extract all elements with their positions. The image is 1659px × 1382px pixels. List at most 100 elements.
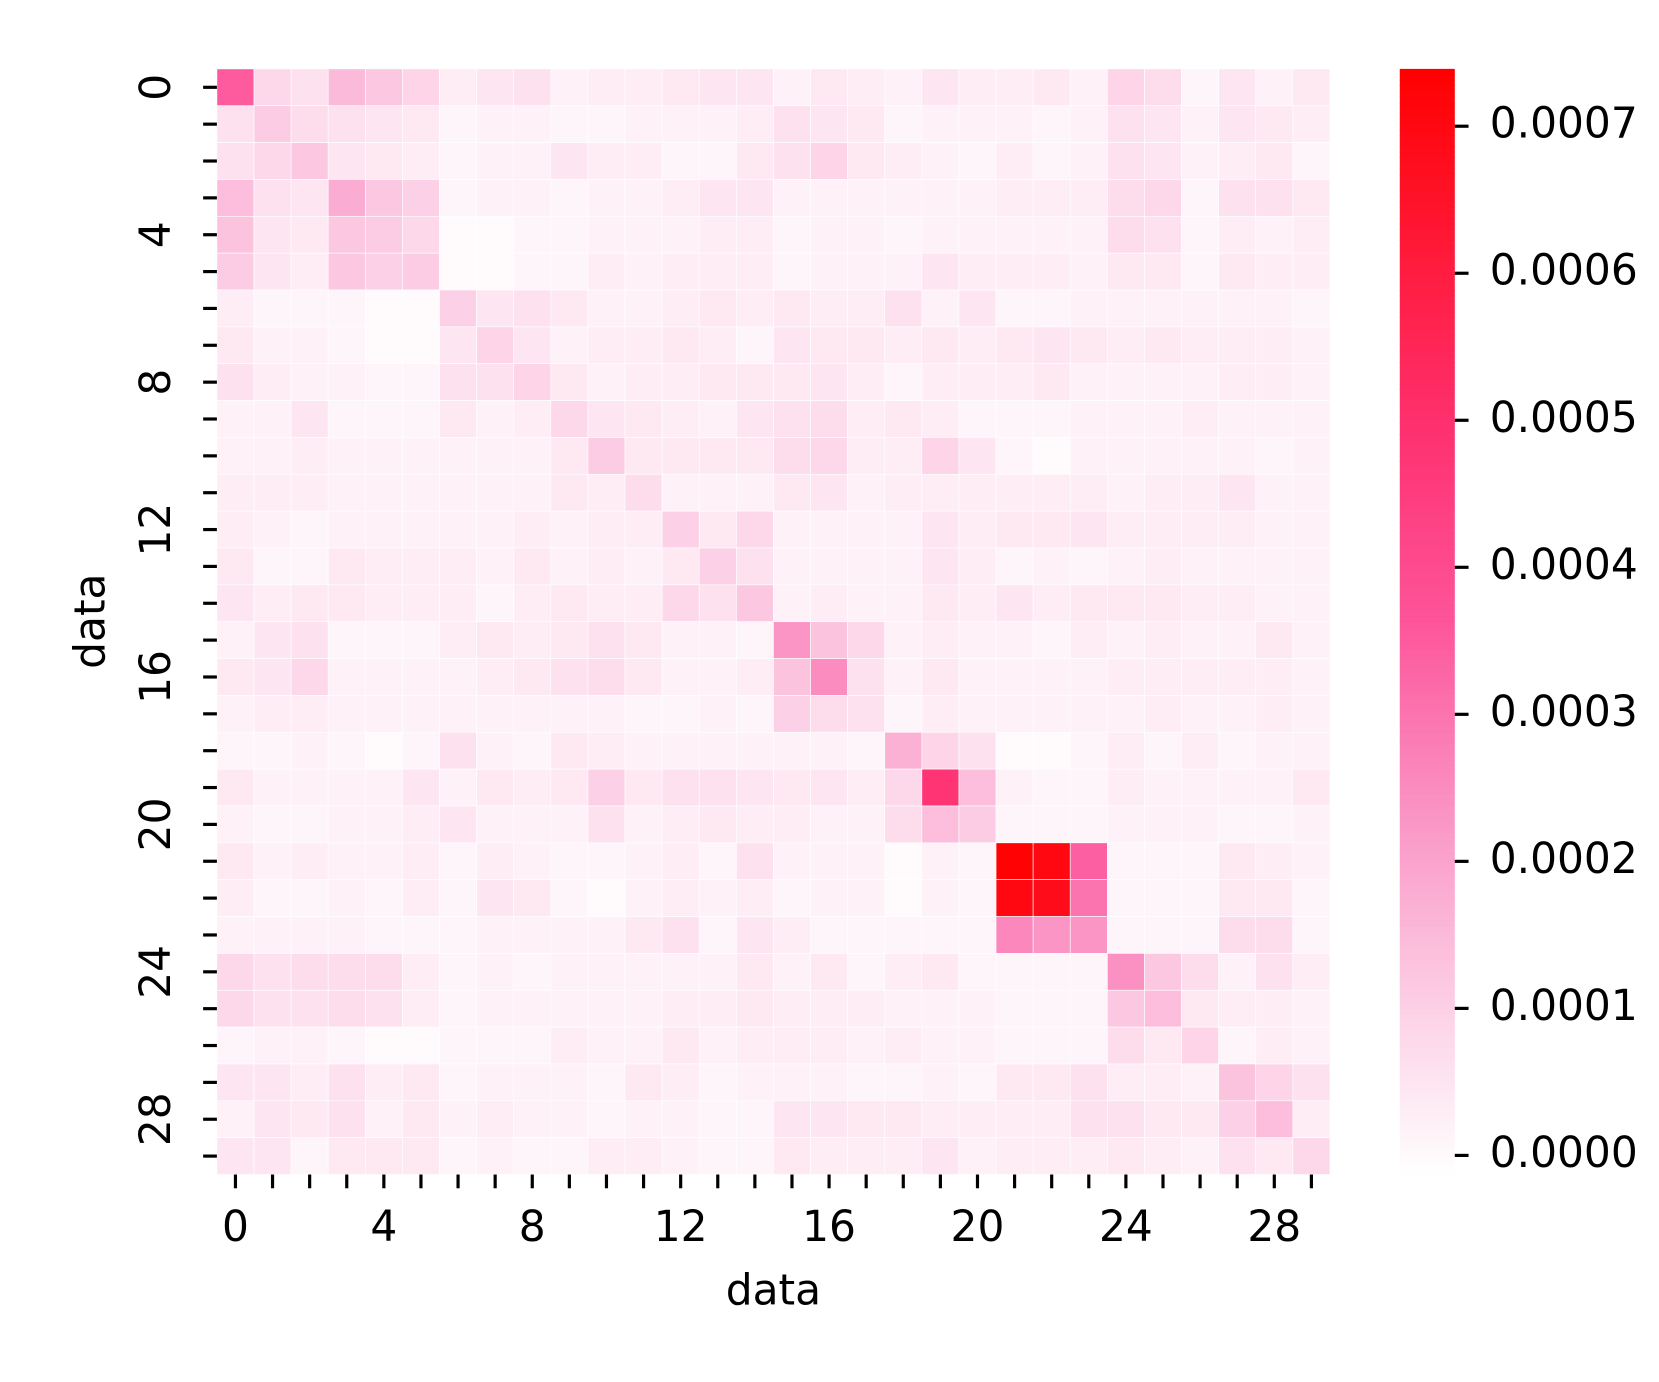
heatmap-cell [995,510,1034,549]
heatmap-cell [439,510,477,549]
heatmap-cell [995,916,1034,954]
heatmap-cell [587,1137,626,1175]
colorbar-segment [1399,372,1455,380]
heatmap-cell [1181,547,1219,586]
colorbar-segment [1399,1069,1455,1076]
colorbar-segment [1399,455,1455,463]
heatmap-cell [1107,289,1145,328]
heatmap-cell [327,953,366,991]
heatmap-cell [884,658,923,696]
heatmap-cell [698,658,737,696]
colorbar-segment [1399,903,1455,910]
colorbar-segment [1399,676,1455,684]
heatmap-cell [661,731,700,770]
colorbar-segment [1399,721,1455,728]
colorbar-segment [1399,406,1455,413]
heatmap-cell [1292,658,1331,696]
heatmap-cell [253,326,292,365]
colorbar-segment [1399,1063,1455,1071]
heatmap-cell [1218,547,1257,586]
heatmap-cell [698,953,737,991]
y-tick-label: 20 [131,797,180,851]
heatmap-cell [958,179,997,217]
heatmap-cell [439,326,477,365]
heatmap-cell [1255,621,1294,659]
colorbar-segment [1399,417,1455,424]
heatmap-cell [810,953,848,991]
heatmap-cell [476,879,515,917]
colorbar-segment [1399,605,1455,612]
heatmap-cell [810,437,848,475]
heatmap-cell [216,916,255,954]
heatmap-cell [1255,363,1294,401]
heatmap-cell [327,326,366,365]
heatmap-cell [216,1100,255,1138]
heatmap-cell [1218,768,1257,807]
heatmap-cell [364,363,403,401]
heatmap-cell [402,953,440,991]
heatmap-cell [253,142,292,180]
heatmap-cell [439,842,477,881]
x-tick-label: 4 [370,1202,397,1251]
heatmap-cell [587,510,626,549]
heatmap-cell [327,1100,366,1138]
heatmap-cell [661,252,700,291]
heatmap-cell [773,695,811,733]
colorbar-segment [1399,958,1455,966]
heatmap-cell [810,584,848,623]
heatmap-cell [513,179,552,217]
heatmap-cell [773,105,811,143]
heatmap-cell [1292,179,1331,217]
heatmap-cell [216,953,255,991]
heatmap-cell [698,142,737,180]
heatmap-cell [327,179,366,217]
colorbar-segment [1399,1108,1455,1115]
heatmap-cell [995,768,1034,807]
colorbar-segment [1399,290,1455,297]
colorbar-segment [1399,649,1455,656]
heatmap-cell [513,1026,552,1065]
heatmap-cell [995,731,1034,770]
colorbar-segment [1399,68,1455,76]
heatmap-cell [1255,326,1294,365]
heatmap-cell [290,400,329,438]
heatmap-cell [290,658,329,696]
colorbar-segment [1399,1080,1455,1087]
heatmap-cell [1218,473,1257,512]
colorbar-segment [1399,157,1455,164]
heatmap-cell [1107,473,1145,512]
heatmap-cell [290,473,329,512]
heatmap-cell [1181,695,1219,733]
heatmap-cell [476,1100,515,1138]
heatmap-cell [327,510,366,549]
heatmap-cell [513,1100,552,1138]
heatmap-cell [810,252,848,291]
heatmap-cell [476,953,515,991]
colorbar-segment [1399,544,1455,551]
colorbar-segment [1399,643,1455,650]
heatmap-cell [661,1063,700,1102]
heatmap-cell [1069,1063,1108,1102]
heatmap-cell [513,68,552,107]
heatmap-cell [476,363,515,401]
heatmap-cell [476,215,515,254]
heatmap-cell [476,1137,515,1175]
heatmap-cell [773,989,811,1028]
heatmap-cell [698,68,737,107]
heatmap-cell [364,989,403,1028]
heatmap-cell [736,142,774,180]
colorbar-segment [1399,1168,1455,1176]
heatmap-cell [1107,953,1145,991]
heatmap-cell [1255,989,1294,1028]
heatmap-cell [773,584,811,623]
heatmap-cell [1255,510,1294,549]
heatmap-cell [1255,916,1294,954]
heatmap-cell [698,1063,737,1102]
heatmap-cell [290,621,329,659]
heatmap-cell [550,142,589,180]
heatmap-cell [253,879,292,917]
heatmap-cell [1107,510,1145,549]
heatmap-cell [1107,68,1145,107]
heatmap-cell [921,326,960,365]
heatmap-cell [476,1026,515,1065]
